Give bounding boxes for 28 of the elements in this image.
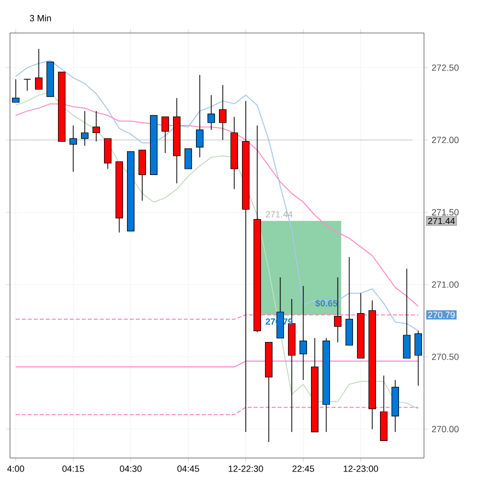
candlestick [219, 84, 227, 140]
y-tick-label: 272.00 [432, 136, 459, 144]
x-tick-label: 4:00 [7, 466, 24, 472]
x-tick-label: 22:45 [292, 466, 314, 472]
annotation: 270.79 [428, 312, 455, 318]
candlestick [208, 94, 216, 130]
candlestick [196, 74, 204, 158]
x-tick-label: 04:15 [62, 466, 84, 472]
x-tick-label: 12-22:30 [228, 466, 264, 472]
candlestick [162, 116, 170, 154]
y-tick-label: 271.00 [432, 281, 459, 288]
y-tick-label: 271.50 [432, 209, 459, 216]
candlestick [12, 78, 20, 103]
candlestick [403, 268, 411, 359]
x-tick-label: 12-23:00 [344, 466, 378, 472]
annotation: 271.44 [428, 218, 455, 224]
candlestick [300, 286, 308, 380]
x-tick-label: 04:30 [120, 466, 142, 472]
chart-title: 3 Min [30, 14, 51, 22]
y-tick-label: 272.50 [432, 64, 459, 71]
candlestick [35, 48, 42, 90]
candlestick [81, 110, 88, 146]
candlestick [184, 148, 192, 170]
candlestick [92, 110, 100, 142]
y-tick-label: 270.00 [432, 426, 459, 432]
x-tick-label: 04:45 [177, 466, 200, 472]
candlestick [70, 125, 77, 172]
y-tick-label: 270.50 [432, 354, 459, 360]
